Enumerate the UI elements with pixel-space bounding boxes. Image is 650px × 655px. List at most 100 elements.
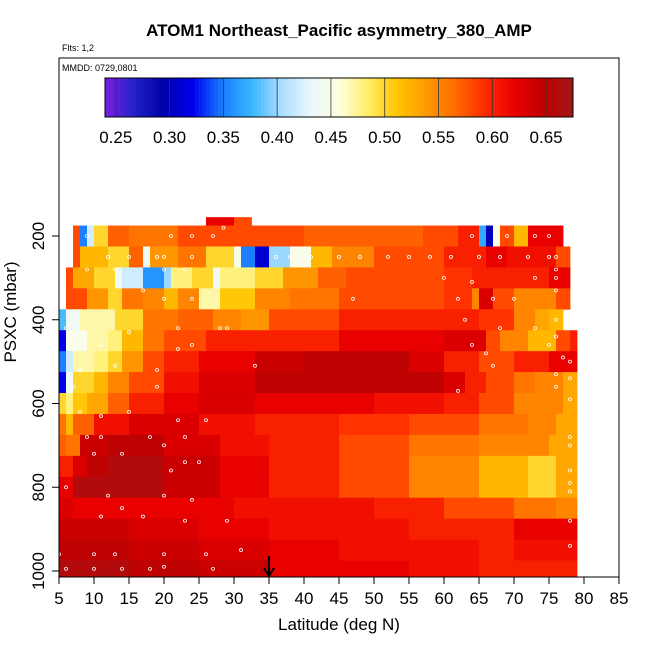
colorbar-swatch <box>378 78 383 117</box>
colorbar-swatch <box>354 78 359 117</box>
sample-point <box>85 435 89 439</box>
colorbar-swatch <box>315 78 320 117</box>
heatmap-cell <box>241 309 270 331</box>
sample-point <box>442 275 446 280</box>
colorbar-swatch <box>186 78 192 117</box>
sample-point <box>533 275 537 280</box>
heatmap-cell <box>220 434 270 457</box>
heatmap-cell <box>479 476 529 499</box>
colorbar-swatch <box>514 78 519 117</box>
heatmap-cell <box>493 225 501 247</box>
heatmap-cell <box>122 267 144 289</box>
heatmap-cell <box>241 246 256 268</box>
heatmap-cell <box>549 351 578 373</box>
heatmap-cell <box>458 225 480 247</box>
colorbar-swatch <box>206 78 211 117</box>
heatmap-cell <box>87 225 95 247</box>
heatmap-cell <box>514 372 536 394</box>
heatmap-cell <box>59 455 74 478</box>
sample-point <box>64 485 68 490</box>
colorbar-swatch <box>487 78 492 117</box>
sample-point <box>92 567 96 571</box>
colorbar-swatch <box>565 78 570 117</box>
colorbar-swatch <box>561 78 566 117</box>
heatmap-cell <box>269 476 340 499</box>
colorbar-swatch <box>225 78 231 117</box>
heatmap-cell <box>178 309 214 331</box>
sample-point <box>169 234 173 238</box>
colorbar-swatch <box>557 78 562 117</box>
heatmap-cell <box>164 497 235 520</box>
heatmap-cell <box>339 330 445 352</box>
heatmap-cell <box>129 393 165 415</box>
colorbar-swatch <box>366 78 371 117</box>
colorbar-swatch <box>549 78 554 117</box>
heatmap-cell <box>66 267 74 289</box>
x-tick-label: 10 <box>85 589 104 608</box>
heatmap-cell <box>409 539 480 561</box>
heatmap-cell <box>108 434 165 457</box>
sample-point <box>155 255 159 259</box>
sample-point <box>183 267 187 272</box>
sample-point <box>554 372 558 377</box>
sample-point <box>190 234 194 238</box>
heatmap-cell <box>570 330 578 352</box>
heatmap-cell <box>59 560 130 578</box>
colorbar-swatch <box>264 78 270 117</box>
sample-point <box>568 489 572 494</box>
heatmap-cell <box>556 455 578 478</box>
sample-point <box>99 414 103 418</box>
heatmap-cell <box>220 476 270 499</box>
heatmap-cell <box>479 518 515 540</box>
heatmap-cell <box>206 246 235 268</box>
sample-point <box>568 468 572 473</box>
sample-point <box>554 275 558 280</box>
x-tick-label: 40 <box>295 589 314 608</box>
heatmap-cell <box>129 372 165 394</box>
sample-point <box>162 443 166 448</box>
colorbar-tick-label: 0.25 <box>99 128 132 147</box>
heatmap-cell <box>164 372 200 394</box>
heatmap-cell <box>514 497 557 520</box>
x-tick-label: 70 <box>505 589 524 608</box>
heatmap-cell <box>108 330 123 352</box>
sample-point <box>141 288 145 293</box>
heatmap-cell <box>255 372 445 394</box>
colorbar-swatch <box>339 78 344 117</box>
colorbar-swatch <box>151 78 157 117</box>
sample-point <box>190 296 194 301</box>
heatmap-cell <box>304 351 410 373</box>
colorbar-swatch <box>358 78 363 117</box>
heatmap-cell <box>423 225 459 247</box>
colorbar-swatch <box>276 78 281 117</box>
heatmap-cell <box>304 497 375 520</box>
y-tick-label: 800 <box>29 473 48 501</box>
sample-point <box>155 368 159 372</box>
sample-point <box>554 384 558 389</box>
colorbar-swatch <box>401 78 406 117</box>
heatmap-cell <box>339 539 410 561</box>
sample-point <box>78 409 82 414</box>
colorbar-swatch <box>112 78 118 117</box>
colorbar-swatch <box>397 78 402 117</box>
heatmap-cell <box>444 330 487 352</box>
sample-point <box>477 255 481 259</box>
heatmap-cell <box>290 288 340 310</box>
colorbar-swatch <box>198 78 203 117</box>
colorbar-swatch <box>471 78 476 117</box>
heatmap-cell <box>479 351 515 373</box>
heatmap-cell <box>528 330 557 352</box>
sample-point <box>85 234 89 238</box>
sample-point <box>449 255 453 259</box>
flights-label: Flts: 1,2 <box>62 43 94 53</box>
colorbar-swatch <box>463 78 469 117</box>
heatmap-cell <box>465 372 487 394</box>
heatmap-cell <box>164 288 179 310</box>
sample-point <box>190 255 194 259</box>
heatmap-cell <box>514 518 578 540</box>
heatmap-cell <box>73 267 95 289</box>
heatmap-cell <box>269 309 340 331</box>
heatmap-cell <box>59 351 67 373</box>
heatmap-cell <box>409 560 480 578</box>
heatmap-cell <box>409 413 480 436</box>
